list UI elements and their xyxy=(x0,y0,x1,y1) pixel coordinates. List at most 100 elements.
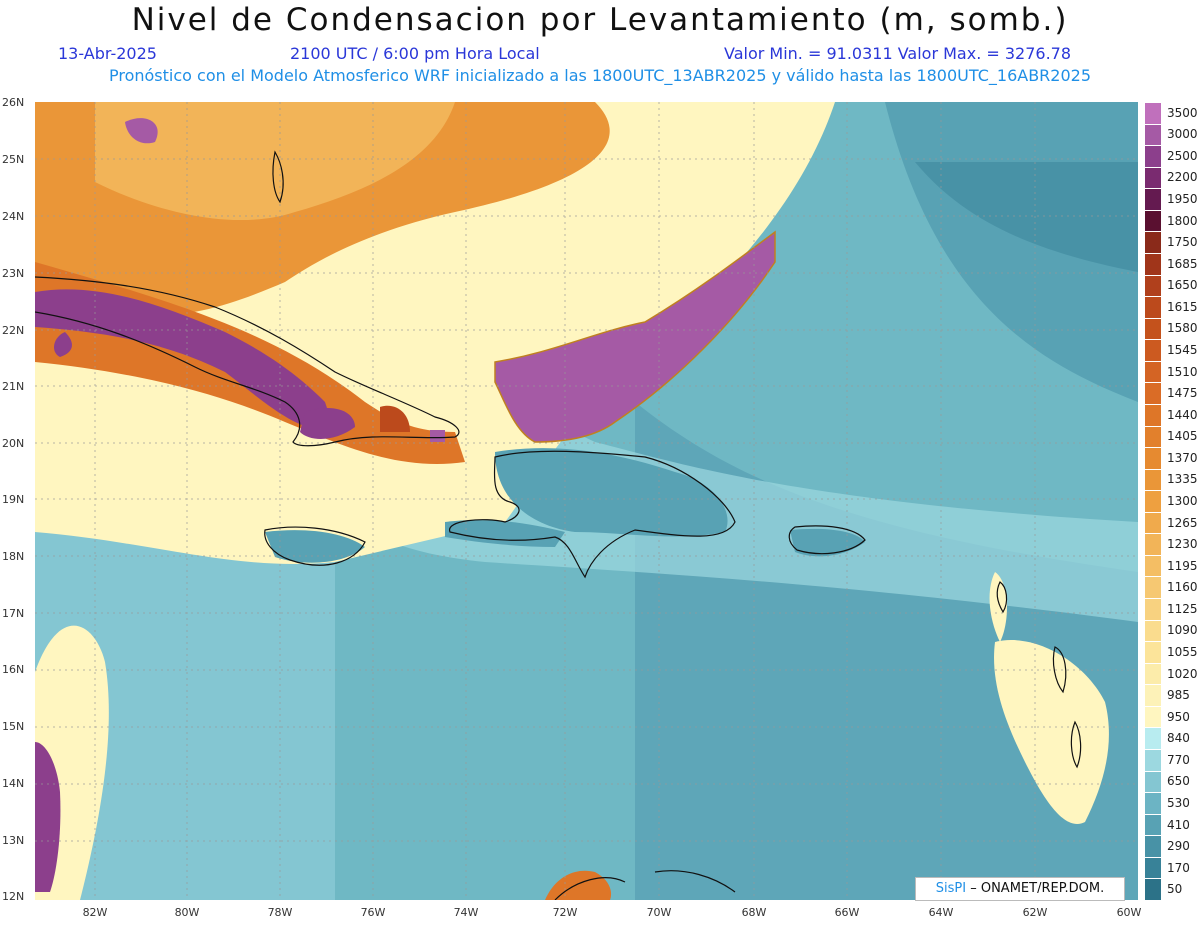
lat-label: 13N xyxy=(2,834,25,847)
lcl-map xyxy=(35,102,1138,900)
legend-swatch xyxy=(1145,166,1161,189)
lon-label: 74W xyxy=(453,906,479,919)
legend-swatch xyxy=(1145,684,1161,706)
legend-swatch xyxy=(1145,447,1161,469)
legend-label: 1335 xyxy=(1167,472,1198,487)
lon-label: 66W xyxy=(834,906,860,919)
legend-swatch xyxy=(1145,145,1161,167)
lat-label: 24N xyxy=(2,210,25,223)
legend-swatch xyxy=(1145,102,1161,124)
time-label: 2100 UTC / 6:00 pm Hora Local xyxy=(290,44,540,63)
lon-label: 82W xyxy=(82,906,108,919)
legend-label: 1580 xyxy=(1167,321,1198,336)
legend-label: 290 xyxy=(1167,839,1190,854)
legend-label: 50 xyxy=(1167,882,1183,897)
legend-swatch xyxy=(1145,813,1161,836)
lat-label: 14N xyxy=(2,777,25,790)
legend-label: 1195 xyxy=(1167,558,1198,573)
date-label: 13-Abr-2025 xyxy=(58,44,157,63)
lat-label: 20N xyxy=(2,437,25,450)
lon-label: 62W xyxy=(1022,906,1048,919)
legend-swatch xyxy=(1145,598,1161,620)
value-range-label: Valor Min. = 91.0311 Valor Max. = 3276.7… xyxy=(724,44,1072,63)
lat-label: 18N xyxy=(2,550,25,563)
lat-label: 16N xyxy=(2,663,25,676)
legend-swatch xyxy=(1145,468,1161,491)
legend-label: 1800 xyxy=(1167,213,1198,228)
lat-label: 19N xyxy=(2,493,25,506)
legend-label: 1265 xyxy=(1167,515,1198,530)
legend-label: 1370 xyxy=(1167,450,1198,465)
legend-label: 1300 xyxy=(1167,494,1198,508)
legend-swatch xyxy=(1145,403,1161,426)
lat-label: 26N xyxy=(2,96,25,109)
legend-label: 1615 xyxy=(1167,299,1198,314)
legend-label: 3000 xyxy=(1167,127,1198,142)
legend-swatch xyxy=(1145,339,1161,361)
legend-label: 2500 xyxy=(1167,148,1198,163)
legend-swatch xyxy=(1145,425,1161,448)
legend-label: 1685 xyxy=(1167,256,1198,271)
legend-swatch xyxy=(1145,360,1161,383)
lat-label: 21N xyxy=(2,380,25,393)
credit-box: SisPI – ONAMET/REP.DOM. xyxy=(915,877,1125,901)
sispi-logo: SisPI xyxy=(935,881,967,896)
legend-label: 1510 xyxy=(1167,364,1198,379)
legend-label: 1440 xyxy=(1167,407,1198,422)
lon-label: 76W xyxy=(360,906,386,919)
legend-swatch xyxy=(1145,274,1161,297)
legend-label: 1020 xyxy=(1167,666,1198,681)
legend-swatch xyxy=(1145,619,1161,642)
map-title: Nivel de Condensacion por Levantamiento … xyxy=(131,2,1069,38)
legend-swatch xyxy=(1145,209,1161,232)
legend-swatch xyxy=(1145,382,1161,404)
legend-swatch xyxy=(1145,792,1161,814)
legend-swatch xyxy=(1145,317,1161,340)
legend-label: 3500 xyxy=(1167,105,1198,120)
legend-swatch xyxy=(1145,727,1161,750)
lon-label: 80W xyxy=(174,906,200,919)
legend-swatch xyxy=(1145,511,1161,534)
legend-swatch xyxy=(1145,856,1161,879)
legend-label: 1475 xyxy=(1167,386,1198,401)
legend-label: 650 xyxy=(1167,774,1190,789)
lat-label: 17N xyxy=(2,607,25,620)
legend-label: 1950 xyxy=(1167,192,1198,207)
legend-label: 1090 xyxy=(1167,623,1198,638)
legend-swatch xyxy=(1145,835,1161,857)
lat-label: 25N xyxy=(2,153,25,166)
legend-label: 1750 xyxy=(1167,235,1198,250)
legend-swatch xyxy=(1145,554,1161,577)
legend-label: 2200 xyxy=(1167,170,1198,185)
lon-label: 78W xyxy=(267,906,293,919)
legend-label: 1160 xyxy=(1167,580,1198,595)
legend-swatch xyxy=(1145,576,1161,599)
lon-label: 68W xyxy=(741,906,767,919)
lon-label: 60W xyxy=(1116,906,1142,919)
legend-label: 1125 xyxy=(1167,601,1198,616)
legend-swatch xyxy=(1145,749,1161,771)
legend-label: 1545 xyxy=(1167,343,1198,358)
legend-swatch xyxy=(1145,231,1161,253)
legend-label: 1650 xyxy=(1167,278,1198,293)
legend-swatch xyxy=(1145,878,1161,900)
legend-label: 950 xyxy=(1167,709,1190,724)
lon-label: 70W xyxy=(646,906,672,919)
legend-label: 840 xyxy=(1167,731,1190,746)
credit-org: – ONAMET/REP.DOM. xyxy=(966,881,1105,896)
legend-label: 1405 xyxy=(1167,429,1198,444)
legend-label: 170 xyxy=(1167,860,1190,875)
forecast-note: Pronóstico con el Modelo Atmosferico WRF… xyxy=(108,66,1091,85)
legend-swatch xyxy=(1145,252,1161,275)
legend-swatch xyxy=(1145,641,1161,663)
legend-label: 530 xyxy=(1167,795,1190,810)
lat-label: 12N xyxy=(2,890,25,903)
legend-swatch xyxy=(1145,490,1161,512)
legend-swatch xyxy=(1145,123,1161,146)
legend-label: 1230 xyxy=(1167,537,1198,552)
lon-label: 64W xyxy=(928,906,954,919)
lat-label: 22N xyxy=(2,324,25,337)
legend-label: 1055 xyxy=(1167,644,1198,659)
lat-label: 15N xyxy=(2,720,25,733)
legend-swatch xyxy=(1145,188,1161,210)
